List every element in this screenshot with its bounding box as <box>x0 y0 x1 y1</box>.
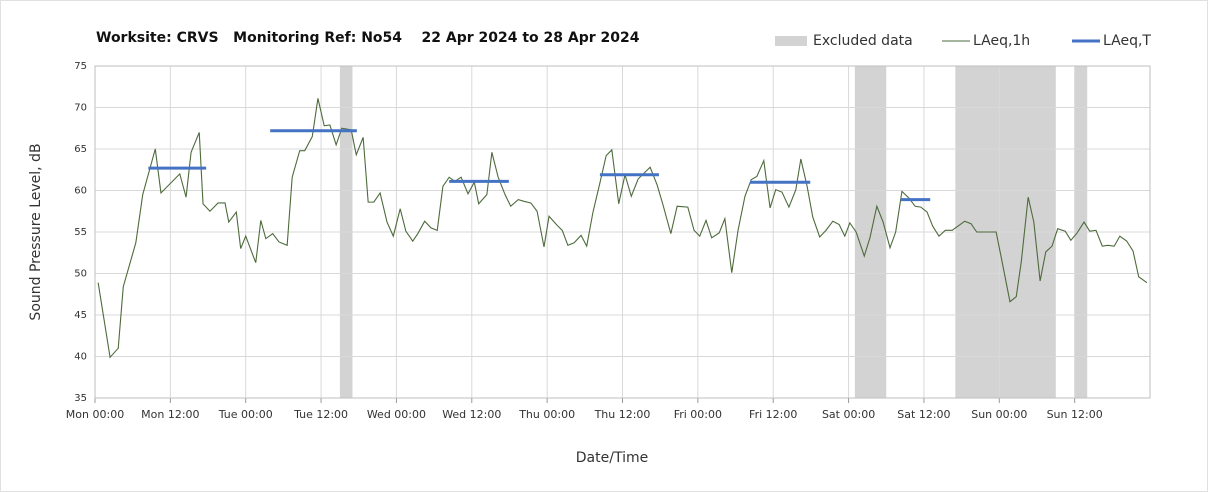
x-tick-label: Fri 12:00 <box>749 408 797 421</box>
y-tick-label: 60 <box>74 186 87 197</box>
x-tick-label: Wed 00:00 <box>367 408 426 421</box>
x-tick-label: Thu 00:00 <box>518 408 575 421</box>
chart-title: Worksite: CRVS Monitoring Ref: No54 22 A… <box>96 30 640 46</box>
x-tick-label: Mon 12:00 <box>141 408 199 421</box>
x-tick-label: Thu 12:00 <box>594 408 651 421</box>
y-tick-label: 35 <box>74 393 87 404</box>
x-tick-label: Wed 12:00 <box>442 408 501 421</box>
legend-label: LAeq,1h <box>973 33 1030 49</box>
x-tick-label: Sat 00:00 <box>822 408 875 421</box>
x-tick-label: Fri 00:00 <box>674 408 722 421</box>
x-tick-label: Tue 00:00 <box>218 408 273 421</box>
legend-swatch <box>775 36 807 46</box>
x-axis-title: Date/Time <box>576 450 648 466</box>
x-tick-label: Sun 00:00 <box>971 408 1027 421</box>
y-tick-label: 50 <box>74 269 87 280</box>
y-tick-label: 75 <box>74 61 87 72</box>
y-tick-label: 65 <box>74 144 87 155</box>
plot-border <box>94 65 1151 399</box>
y-axis-title: Sound Pressure Level, dB <box>28 143 44 320</box>
y-tick-label: 40 <box>74 352 87 363</box>
y-tick-label: 70 <box>74 103 87 114</box>
x-tick-label: Tue 12:00 <box>293 408 348 421</box>
legend-label: LAeq,T <box>1103 33 1151 49</box>
legend-label: Excluded data <box>813 33 913 49</box>
x-tick-label: Mon 00:00 <box>66 408 124 421</box>
y-tick-label: 45 <box>74 310 87 321</box>
x-tick-label: Sat 12:00 <box>897 408 950 421</box>
y-tick-label: 55 <box>74 227 87 238</box>
x-tick-label: Sun 12:00 <box>1047 408 1103 421</box>
